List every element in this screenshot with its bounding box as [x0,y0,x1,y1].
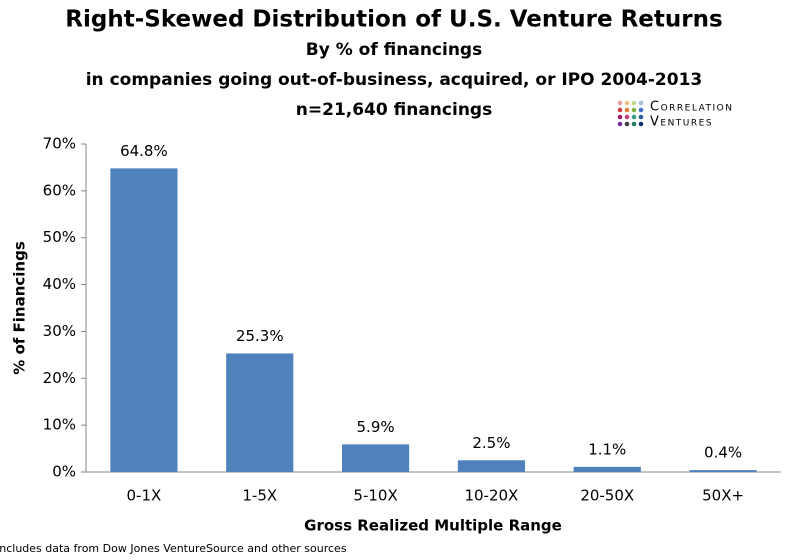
value-label: 25.3% [236,327,284,345]
y-tick-label: 30% [43,322,76,340]
y-tick-label: 70% [43,135,76,153]
y-tick-label: 10% [43,416,76,434]
logo-dots [617,100,644,127]
value-label: 5.9% [357,418,395,436]
chart-title: Right-Skewed Distribution of U.S. Ventur… [65,7,722,33]
y-tick-label: 40% [43,275,76,293]
value-label: 2.5% [472,434,510,452]
x-axis-title: Gross Realized Multiple Range [304,517,562,535]
subtitle: in companies going out-of-business, acqu… [86,70,703,90]
bar [110,168,178,472]
bar [226,353,294,472]
subtitle: By % of financings [306,40,482,60]
value-label: 1.1% [588,440,626,458]
x-tick-label: 10-20X [464,487,518,505]
bar [341,444,410,472]
subtitle: n=21,640 financings [296,100,492,120]
x-tick-label: 5-10X [353,487,397,505]
bar [689,470,757,472]
value-label: 64.8% [120,142,168,160]
footnote: Includes data from Dow Jones VentureSour… [0,542,347,555]
y-tick-label: 0% [52,463,76,481]
x-tick-label: 1-5X [242,487,277,505]
x-tick-label: 50X+ [702,487,744,505]
x-tick-label: 0-1X [127,487,162,505]
y-tick-label: 20% [43,369,76,387]
bar [457,460,526,472]
y-tick-label: 60% [43,181,76,199]
y-axis-title: % of Financings [11,241,29,375]
value-label: 0.4% [704,444,742,462]
logo-text: Correlation [650,100,734,115]
logo-text: Ventures [650,115,713,130]
bar [573,466,641,472]
y-tick-label: 50% [43,228,76,246]
x-tick-label: 20-50X [580,487,634,505]
